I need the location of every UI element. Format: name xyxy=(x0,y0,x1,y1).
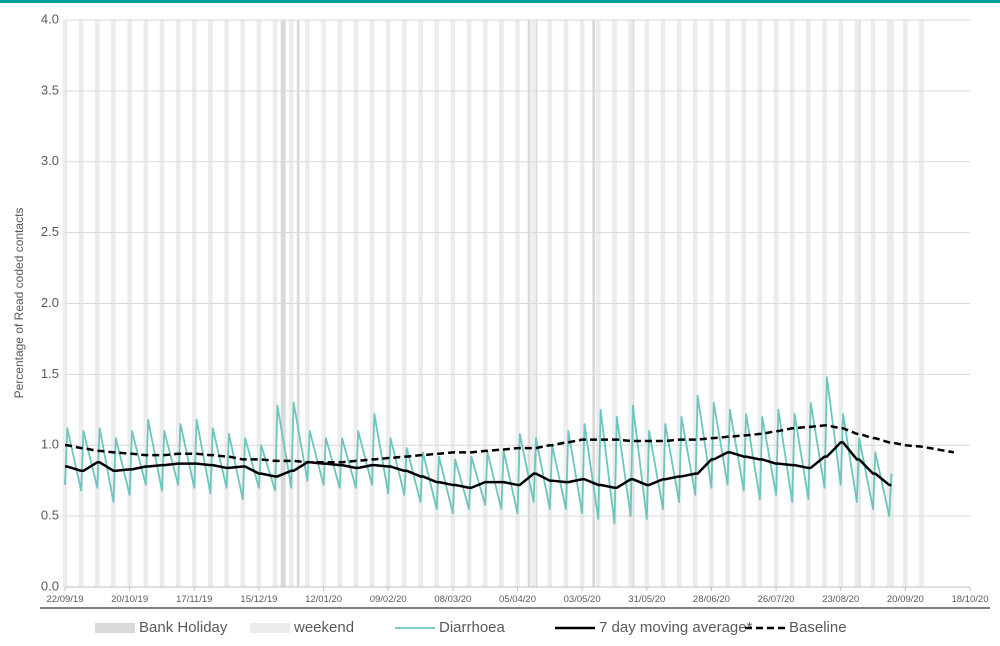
x-tick-label: 28/06/20 xyxy=(693,594,730,605)
series-line xyxy=(65,424,955,464)
x-tick-label: 09/02/20 xyxy=(370,594,407,605)
x-tick-label: 18/10/20 xyxy=(952,594,989,605)
legend-item: Baseline xyxy=(745,619,847,636)
legend-label: Diarrhoea xyxy=(439,619,506,636)
x-tick-label: 26/07/20 xyxy=(758,594,795,605)
y-tick-label: 2.0 xyxy=(41,295,59,310)
x-tick-label: 08/03/20 xyxy=(434,594,471,605)
legend-label: 7 day moving average* xyxy=(599,619,753,636)
x-tick-label: 23/08/20 xyxy=(822,594,859,605)
line-layer xyxy=(64,376,955,525)
x-tick-label: 12/01/20 xyxy=(305,594,342,605)
legend-item: 7 day moving average* xyxy=(555,619,753,636)
legend-label: weekend xyxy=(293,619,354,636)
legend-item: weekend xyxy=(250,619,354,636)
series-line xyxy=(64,376,893,525)
grid-layer xyxy=(65,19,970,588)
top-border xyxy=(0,0,1000,3)
x-tick-label: 17/11/19 xyxy=(176,594,212,605)
y-axis-label: Percentage of Read coded contacts xyxy=(12,208,26,399)
series-line xyxy=(65,441,892,490)
y-tick-label: 3.5 xyxy=(41,82,59,97)
x-tick-label: 20/10/19 xyxy=(111,594,148,605)
legend-label: Bank Holiday xyxy=(139,619,228,636)
legend-label: Baseline xyxy=(789,619,847,636)
y-tick-label: 3.0 xyxy=(41,153,59,168)
y-tick-label: 1.0 xyxy=(41,437,59,452)
y-tick-label: 1.5 xyxy=(41,366,59,381)
legend-item: Bank Holiday xyxy=(95,619,228,636)
y-tick-label: 0.5 xyxy=(41,508,59,523)
x-tick-label: 22/09/19 xyxy=(47,594,84,605)
x-tick-label: 03/05/20 xyxy=(564,594,601,605)
y-tick-label: 4.0 xyxy=(41,11,59,26)
x-tick-label: 15/12/19 xyxy=(240,594,277,605)
legend-swatch xyxy=(250,623,290,633)
x-tick-label: 20/09/20 xyxy=(887,594,924,605)
y-tick-label: 0.0 xyxy=(41,578,59,593)
x-tick-label: 31/05/20 xyxy=(628,594,665,605)
legend-item: Diarrhoea xyxy=(395,619,506,636)
x-tick-label: 05/04/20 xyxy=(499,594,536,605)
y-tick-label: 2.5 xyxy=(41,224,59,239)
legend-swatch xyxy=(95,623,135,633)
